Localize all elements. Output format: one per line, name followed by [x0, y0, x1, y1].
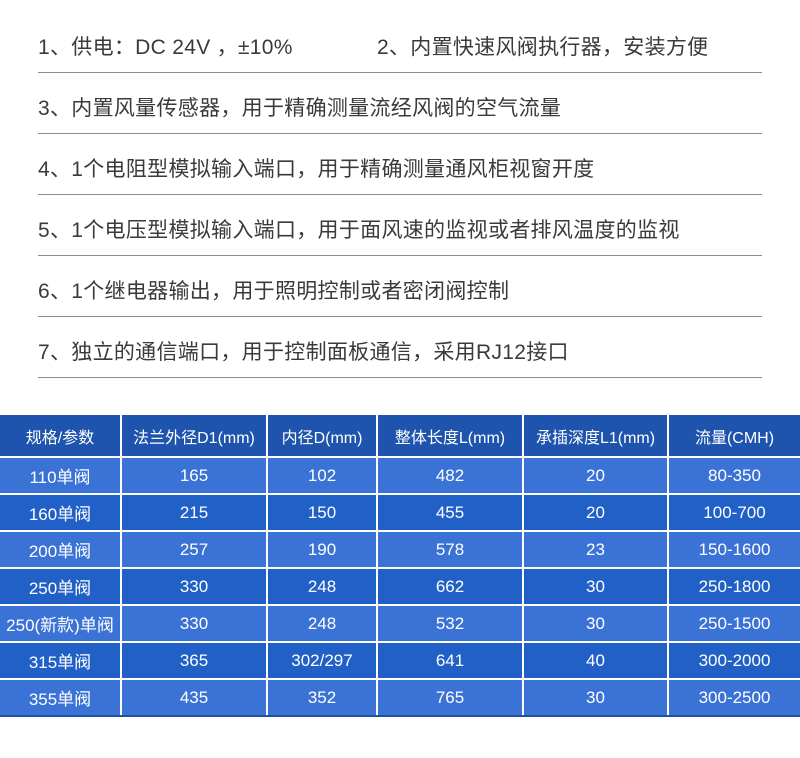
col-header-socket-depth: 承插深度L1(mm): [522, 415, 667, 456]
table-cell: 160单阀: [0, 493, 120, 530]
table-cell: 150-1600: [667, 530, 800, 567]
table-cell: 190: [266, 530, 376, 567]
table-cell: 578: [376, 530, 522, 567]
table-row: 160单阀 215 150 455 20 100-700: [0, 493, 800, 530]
table-cell: 435: [120, 678, 266, 715]
table-cell: 248: [266, 567, 376, 604]
col-header-spec: 规格/参数: [0, 415, 120, 456]
table-cell: 257: [120, 530, 266, 567]
spec-table-header: 规格/参数 法兰外径D1(mm) 内径D(mm) 整体长度L(mm) 承插深度L…: [0, 415, 800, 456]
feature-item-7: 7、独立的通信端口，用于控制面板通信，采用RJ12接口: [38, 340, 569, 364]
col-header-inner-d: 内径D(mm): [266, 415, 376, 456]
feature-item-5: 5、1个电压型模拟输入端口，用于面风速的监视或者排风温度的监视: [38, 218, 680, 242]
feature-row: 4、1个电阻型模拟输入端口，用于精确测量通风柜视窗开度: [38, 134, 762, 195]
table-cell: 30: [522, 604, 667, 641]
table-cell: 300-2000: [667, 641, 800, 678]
table-cell: 250-1500: [667, 604, 800, 641]
feature-item-4: 4、1个电阻型模拟输入端口，用于精确测量通风柜视窗开度: [38, 157, 595, 181]
table-cell: 352: [266, 678, 376, 715]
col-header-flow: 流量(CMH): [667, 415, 800, 456]
table-cell: 315单阀: [0, 641, 120, 678]
table-cell: 355单阀: [0, 678, 120, 715]
table-cell: 100-700: [667, 493, 800, 530]
table-cell: 248: [266, 604, 376, 641]
feature-item-3: 3、内置风量传感器，用于精确测量流经风阀的空气流量: [38, 96, 562, 120]
table-cell: 20: [522, 456, 667, 493]
table-cell: 532: [376, 604, 522, 641]
table-cell: 250-1800: [667, 567, 800, 604]
feature-item-6: 6、1个继电器输出，用于照明控制或者密闭阀控制: [38, 279, 510, 303]
table-cell: 110单阀: [0, 456, 120, 493]
table-cell: 40: [522, 641, 667, 678]
feature-item-1: 1、供电：DC 24V ，±10%: [38, 35, 293, 59]
table-cell: 80-350: [667, 456, 800, 493]
table-cell: 330: [120, 567, 266, 604]
feature-row: 7、独立的通信端口，用于控制面板通信，采用RJ12接口: [38, 317, 762, 378]
table-cell: 641: [376, 641, 522, 678]
table-row: 110单阀 165 102 482 20 80-350: [0, 456, 800, 493]
table-row: 315单阀 365 302/297 641 40 300-2000: [0, 641, 800, 678]
table-cell: 30: [522, 678, 667, 715]
table-row: 200单阀 257 190 578 23 150-1600: [0, 530, 800, 567]
table-cell: 165: [120, 456, 266, 493]
table-cell: 20: [522, 493, 667, 530]
table-cell: 200单阀: [0, 530, 120, 567]
feature-row: 5、1个电压型模拟输入端口，用于面风速的监视或者排风温度的监视: [38, 195, 762, 256]
table-cell: 330: [120, 604, 266, 641]
table-cell: 662: [376, 567, 522, 604]
feature-row: 3、内置风量传感器，用于精确测量流经风阀的空气流量: [38, 73, 762, 134]
feature-item-2: 2、内置快速风阀执行器，安装方便: [377, 35, 709, 59]
table-cell: 150: [266, 493, 376, 530]
table-cell: 365: [120, 641, 266, 678]
table-row: 250单阀 330 248 662 30 250-1800: [0, 567, 800, 604]
spec-table-body: 110单阀 165 102 482 20 80-350 160单阀 215 15…: [0, 456, 800, 715]
table-cell: 250(新款)单阀: [0, 604, 120, 641]
table-header-row: 规格/参数 法兰外径D1(mm) 内径D(mm) 整体长度L(mm) 承插深度L…: [0, 415, 800, 456]
spec-table: 规格/参数 法兰外径D1(mm) 内径D(mm) 整体长度L(mm) 承插深度L…: [0, 415, 800, 717]
table-cell: 455: [376, 493, 522, 530]
table-cell: 30: [522, 567, 667, 604]
features-list: 1、供电：DC 24V ，±10% 2、内置快速风阀执行器，安装方便 3、内置风…: [0, 0, 800, 378]
table-row: 250(新款)单阀 330 248 532 30 250-1500: [0, 604, 800, 641]
feature-row: 1、供电：DC 24V ，±10% 2、内置快速风阀执行器，安装方便: [38, 0, 762, 73]
table-cell: 765: [376, 678, 522, 715]
col-header-flange-od: 法兰外径D1(mm): [120, 415, 266, 456]
feature-row: 6、1个继电器输出，用于照明控制或者密闭阀控制: [38, 256, 762, 317]
table-cell: 482: [376, 456, 522, 493]
table-cell: 23: [522, 530, 667, 567]
table-row: 355单阀 435 352 765 30 300-2500: [0, 678, 800, 715]
table-cell: 102: [266, 456, 376, 493]
table-cell: 215: [120, 493, 266, 530]
col-header-overall-length: 整体长度L(mm): [376, 415, 522, 456]
table-cell: 302/297: [266, 641, 376, 678]
table-cell: 250单阀: [0, 567, 120, 604]
table-cell: 300-2500: [667, 678, 800, 715]
